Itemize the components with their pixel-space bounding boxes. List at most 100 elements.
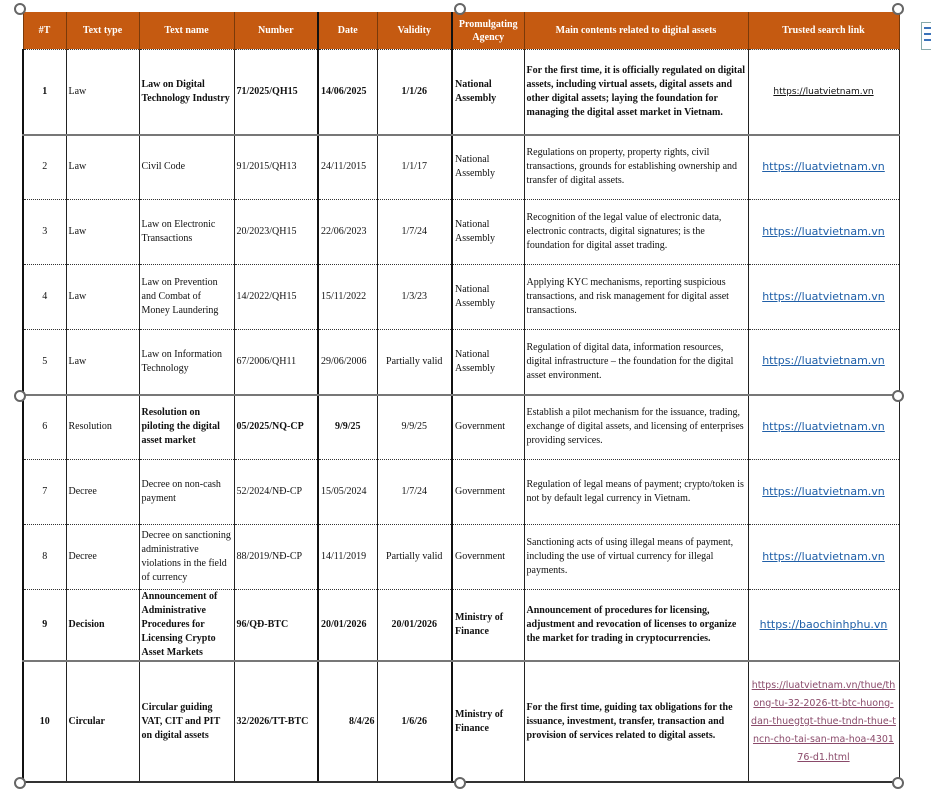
table-row: 3 Law Law on Electronic Transactions 20/202… (22, 199, 900, 265)
resize-handle-top-middle[interactable] (454, 3, 466, 15)
cell-validity: Partially valid (376, 524, 453, 590)
cell-type: Law (65, 264, 140, 330)
cell-number: 88/2019/NĐ-CP (233, 524, 319, 590)
cell-number: 32/2026/TT-BTC (233, 661, 319, 783)
table-row: 4 Law Law on Prevention and Combat of Mone… (22, 264, 900, 330)
cell-agency: Government (451, 524, 525, 590)
cell-link: https://luatvietnam.vn (747, 264, 900, 330)
cell-name: Resolution on piloting the digital asset… (138, 394, 235, 460)
cell-agency: Government (451, 394, 525, 460)
cell-number: 52/2024/NĐ-CP (233, 459, 319, 525)
cell-agency: National Assembly (451, 49, 525, 136)
cell-agency: National Assembly (451, 329, 525, 396)
cell-contents: Regulation of legal means of payment; cr… (523, 459, 749, 525)
header-date: Date (317, 12, 378, 50)
resize-handle-middle-left[interactable] (14, 390, 26, 402)
table-row: 7 Decree Decree on non-cash payment 52/2024… (22, 459, 900, 525)
table-row: 10 Circular Circular guiding VAT, CIT and … (22, 661, 900, 783)
cell-date: 14/11/2019 (317, 524, 378, 590)
cell-agency: National Assembly (451, 264, 525, 330)
table-row: 6 Resolution Resolution on piloting the di… (22, 394, 900, 460)
cell-type: Law (65, 199, 140, 265)
resize-handle-bottom-middle[interactable] (454, 777, 466, 789)
cell-number: 91/2015/QH13 (233, 134, 319, 200)
cell-name: Law on Digital Technology Industry (138, 49, 235, 136)
trusted-search-link[interactable]: https://luatvietnam.vn (762, 159, 885, 173)
trusted-search-link[interactable]: https://luatvietnam.vn (762, 224, 885, 238)
trusted-search-link[interactable]: https://luatvietnam.vn (762, 549, 885, 563)
cell-link: https://luatvietnam.vn (747, 459, 900, 525)
cell-validity: 1/1/17 (376, 134, 453, 200)
cell-contents: Announcement of procedures for licensing… (523, 589, 749, 662)
cell-number: 05/2025/NQ-CP (233, 394, 319, 460)
cell-date: 8/4/26 (317, 661, 378, 783)
table-row: 1 Law Law on Digital Technology Industry 71… (22, 49, 900, 136)
legal-documents-table: #T Text type Text name Number Date Validity Pr… (22, 12, 900, 783)
cell-validity: 1/1/26 (376, 49, 453, 136)
cell-type: Law (65, 49, 140, 136)
header-link: Trusted search link (747, 12, 900, 50)
trusted-search-link[interactable]: https://luatvietnam.vn (773, 86, 874, 97)
cell-validity: 1/7/24 (376, 459, 453, 525)
cell-number: 67/2006/QH11 (233, 329, 319, 396)
cell-no: 8 (22, 524, 67, 590)
cell-name: Announcement of Administrative Procedure… (138, 589, 235, 662)
trusted-search-link[interactable]: https://luatvietnam.vn/thue/thong-tu-32-… (751, 679, 896, 763)
cell-validity: 1/3/23 (376, 264, 453, 330)
cell-contents: Establish a pilot mechanism for the issu… (523, 394, 749, 460)
trusted-search-link[interactable]: https://luatvietnam.vn (762, 484, 885, 498)
cell-agency: National Assembly (451, 199, 525, 265)
cell-date: 22/06/2023 (317, 199, 378, 265)
cell-agency: Ministry of Finance (451, 589, 525, 662)
cell-contents: Sanctioning acts of using illegal means … (523, 524, 749, 590)
cell-validity: 9/9/25 (376, 394, 453, 460)
trusted-search-link[interactable]: https://baochinhphu.vn (759, 617, 888, 631)
cell-agency: Ministry of Finance (451, 661, 525, 783)
cell-contents: For the first time, guiding tax obligati… (523, 661, 749, 783)
table-row: 9 Decision Announcement of Administrative … (22, 589, 900, 662)
cell-link: https://luatvietnam.vn/thue/thong-tu-32-… (747, 661, 900, 783)
trusted-search-link[interactable]: https://luatvietnam.vn (762, 419, 885, 433)
cell-no: 5 (22, 329, 67, 396)
cell-validity: 1/6/26 (376, 661, 453, 783)
cell-type: Decision (65, 589, 140, 662)
cell-contents: Regulation of digital data, information … (523, 329, 749, 396)
trusted-search-link[interactable]: https://luatvietnam.vn (762, 289, 885, 303)
cell-name: Circular guiding VAT, CIT and PIT on dig… (138, 661, 235, 783)
cell-link: https://luatvietnam.vn (747, 199, 900, 265)
cell-contents: Applying KYC mechanisms, reporting suspi… (523, 264, 749, 330)
cell-no: 9 (22, 589, 67, 662)
cell-date: 14/06/2025 (317, 49, 378, 136)
cell-agency: National Assembly (451, 134, 525, 200)
resize-handle-middle-right[interactable] (892, 390, 904, 402)
resize-handle-bottom-left[interactable] (14, 777, 26, 789)
cell-date: 15/05/2024 (317, 459, 378, 525)
cell-no: 4 (22, 264, 67, 330)
cell-link: https://baochinhphu.vn (747, 589, 900, 662)
trusted-search-link[interactable]: https://luatvietnam.vn (762, 354, 885, 368)
cell-no: 10 (22, 661, 67, 783)
cell-type: Law (65, 134, 140, 200)
table-row: 2 Law Civil Code 91/2015/QH13 24/11/2015 1/1/… (22, 134, 900, 200)
cell-link: https://luatvietnam.vn (747, 134, 900, 200)
resize-handle-top-left[interactable] (14, 3, 26, 15)
cell-number: 14/2022/QH15 (233, 264, 319, 330)
layout-options-icon[interactable] (921, 22, 931, 50)
cell-no: 7 (22, 459, 67, 525)
header-no: #T (22, 12, 67, 50)
cell-type: Decree (65, 459, 140, 525)
cell-link: https://luatvietnam.vn (747, 394, 900, 460)
cell-no: 6 (22, 394, 67, 460)
header-type: Text type (65, 12, 140, 50)
cell-agency: Government (451, 459, 525, 525)
cell-name: Decree on non-cash payment (138, 459, 235, 525)
cell-no: 2 (22, 134, 67, 200)
cell-link: https://luatvietnam.vn (747, 329, 900, 396)
cell-date: 20/01/2026 (317, 589, 378, 662)
resize-handle-bottom-right[interactable] (892, 777, 904, 789)
header-number: Number (233, 12, 319, 50)
resize-handle-top-right[interactable] (892, 3, 904, 15)
cell-link: https://luatvietnam.vn (747, 49, 900, 136)
cell-type: Resolution (65, 394, 140, 460)
cell-validity: 1/7/24 (376, 199, 453, 265)
